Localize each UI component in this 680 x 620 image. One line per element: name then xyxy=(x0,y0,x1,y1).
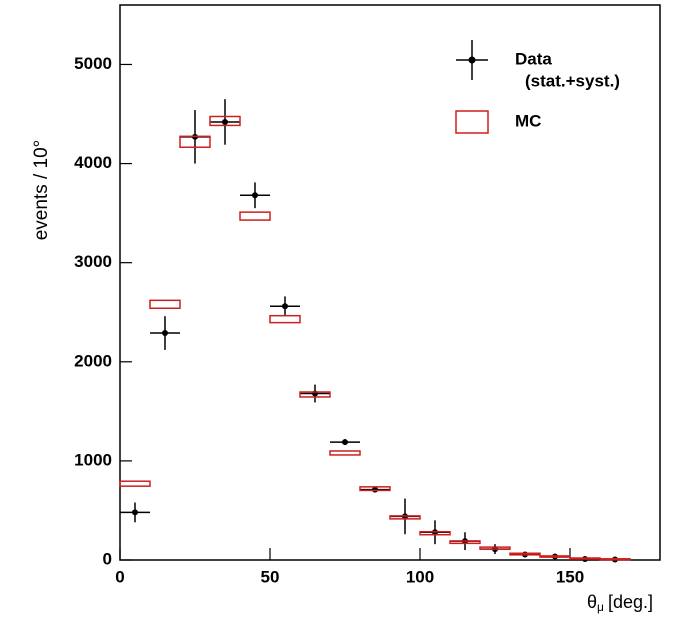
mc-box xyxy=(419,531,451,536)
data-point xyxy=(132,509,138,516)
legend-note: (stat.+syst.) xyxy=(525,71,620,90)
x-label-unit: [deg.] xyxy=(608,592,653,612)
legend-swatch xyxy=(455,110,489,134)
mc-box xyxy=(389,515,421,520)
data-point xyxy=(342,439,348,446)
mc-box xyxy=(149,299,181,310)
y-tick-label: 2000 xyxy=(74,351,112,370)
mc-box xyxy=(599,558,631,561)
data-point xyxy=(222,118,228,125)
mc-box xyxy=(239,211,271,221)
x-label-symbol: θ xyxy=(587,592,597,612)
y-tick-label: 3000 xyxy=(74,252,112,271)
x-label-subscript: μ xyxy=(597,600,604,614)
y-tick-label: 4000 xyxy=(74,153,112,172)
x-tick-label: 100 xyxy=(406,567,434,586)
mc-box xyxy=(299,391,331,398)
mc-box xyxy=(479,546,511,550)
mc-box xyxy=(209,115,241,127)
data-point xyxy=(162,330,168,337)
mc-box xyxy=(119,480,151,487)
y-tick-label: 5000 xyxy=(74,54,112,73)
mc-box xyxy=(359,486,391,492)
legend-label: MC xyxy=(515,111,541,130)
mc-box xyxy=(329,450,361,456)
mc-box xyxy=(269,314,301,324)
mc-box xyxy=(539,555,571,558)
data-point xyxy=(252,192,258,199)
mc-box xyxy=(449,540,481,545)
plot-frame xyxy=(119,4,661,561)
x-tick-label: 150 xyxy=(556,567,584,586)
mc-box xyxy=(509,552,541,556)
mc-box xyxy=(179,135,211,148)
x-axis-label: θμ [deg.] xyxy=(587,592,653,614)
mc-box xyxy=(569,557,601,560)
y-axis-label: events / 10° xyxy=(31,140,52,241)
y-tick-label: 1000 xyxy=(74,450,112,469)
x-tick-label: 0 xyxy=(115,567,124,586)
y-tick-label: 0 xyxy=(103,549,112,568)
legend-label: Data xyxy=(515,49,552,68)
legend-swatch xyxy=(468,56,476,64)
x-tick-label: 50 xyxy=(261,567,280,586)
data-point xyxy=(282,303,288,310)
